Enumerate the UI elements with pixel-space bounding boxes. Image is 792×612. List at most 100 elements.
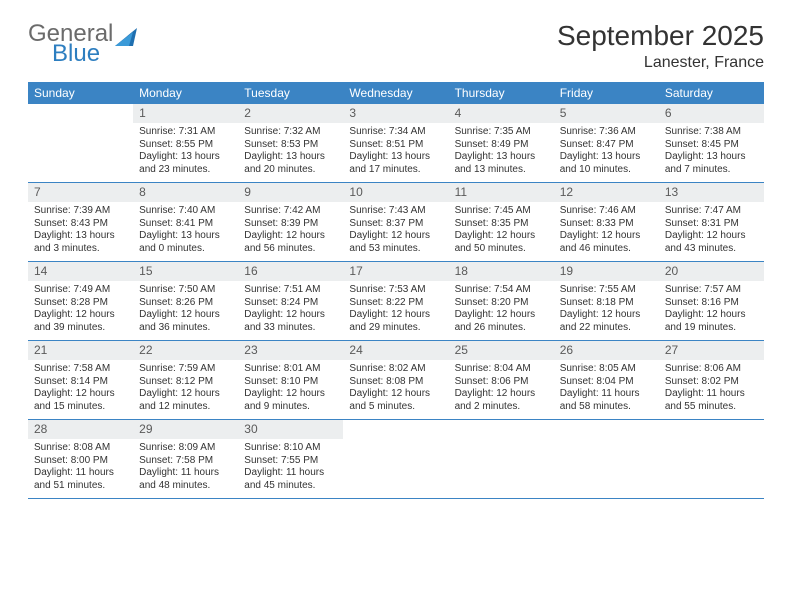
sunrise-text: Sunrise: 7:45 AM (455, 205, 548, 218)
day-header: Thursday (449, 82, 554, 104)
sunset-text: Sunset: 8:10 PM (244, 376, 337, 389)
day-details: Sunrise: 7:51 AMSunset: 8:24 PMDaylight:… (238, 281, 343, 340)
week-row: 1Sunrise: 7:31 AMSunset: 8:55 PMDaylight… (28, 104, 764, 183)
day-cell: 3Sunrise: 7:34 AMSunset: 8:51 PMDaylight… (343, 104, 448, 182)
sunset-text: Sunset: 8:14 PM (34, 376, 127, 389)
week-row: 7 Sunrise: 7:39 AMSunset: 8:43 PM Daylight… (28, 183, 764, 262)
page-subtitle: Lanester, France (557, 54, 764, 72)
sunset-text: Sunset: 8:24 PM (244, 297, 337, 310)
day-number: 5 (554, 104, 659, 123)
day-details: Sunrise: 7:43 AMSunset: 8:37 PMDaylight:… (343, 202, 448, 261)
day-details: Sunrise: 8:04 AMSunset: 8:06 PMDaylight:… (449, 360, 554, 419)
sunrise-text: Sunrise: 7:36 AM (560, 126, 653, 139)
day-details: Sunrise: 7:40 AMSunset: 8:41 PMDaylight:… (133, 202, 238, 261)
logo-triangle-icon (115, 25, 137, 43)
sunrise-text: Sunrise: 7:54 AM (455, 284, 548, 297)
day-details: Sunrise: 8:09 AMSunset: 7:58 PMDaylight:… (133, 439, 238, 498)
day-number: 27 (659, 341, 764, 360)
sunrise-text: Sunrise: 8:06 AM (665, 363, 758, 376)
sunset-text: Sunset: 8:37 PM (349, 218, 442, 231)
daylight-text: Daylight: 12 hours and 2 minutes. (455, 388, 548, 413)
day-details: Sunrise: 7:57 AMSunset: 8:16 PMDaylight:… (659, 281, 764, 340)
sunrise-text: Sunrise: 7:31 AM (139, 126, 232, 139)
sunset-text: Sunset: 8:45 PM (665, 139, 758, 152)
sunrise-text: Sunrise: 7:59 AM (139, 363, 232, 376)
sunset-text: Sunset: 8:33 PM (560, 218, 653, 231)
sunset-text: Sunset: 7:55 PM (244, 455, 337, 468)
daylight-text: Daylight: 13 hours and 23 minutes. (139, 151, 232, 176)
logo-text-blue: Blue (52, 40, 100, 67)
day-details: Sunrise: 8:08 AMSunset: 8:00 PMDaylight:… (28, 439, 133, 498)
daylight-text: Daylight: 12 hours and 9 minutes. (244, 388, 337, 413)
sunrise-text: Sunrise: 8:04 AM (455, 363, 548, 376)
daylight-text: Daylight: 12 hours and 5 minutes. (349, 388, 442, 413)
day-cell: 30Sunrise: 8:10 AMSunset: 7:55 PMDayligh… (238, 420, 343, 498)
sunset-text: Sunset: 8:18 PM (560, 297, 653, 310)
day-number: 10 (343, 183, 448, 202)
day-header: Wednesday (343, 82, 448, 104)
day-number: 20 (659, 262, 764, 281)
sunrise-text: Sunrise: 7:50 AM (139, 284, 232, 297)
day-number: 28 (28, 420, 133, 439)
sunrise-text: Sunrise: 7:47 AM (665, 205, 758, 218)
sunset-text: Sunset: 8:41 PM (139, 218, 232, 231)
sunset-text: Sunset: 8:00 PM (34, 455, 127, 468)
sunrise-text: Sunrise: 8:05 AM (560, 363, 653, 376)
sunset-text: Sunset: 8:22 PM (349, 297, 442, 310)
daylight-text: Daylight: 13 hours and 0 minutes. (139, 230, 232, 255)
day-details: Sunrise: 8:06 AMSunset: 8:02 PMDaylight:… (659, 360, 764, 419)
daylight-text: Daylight: 12 hours and 46 minutes. (560, 230, 653, 255)
sunset-text: Sunset: 8:20 PM (455, 297, 548, 310)
sunset-text: Sunset: 8:28 PM (34, 297, 127, 310)
day-cell: 22Sunrise: 7:59 AMSunset: 8:12 PMDayligh… (133, 341, 238, 419)
day-cell: 5Sunrise: 7:36 AMSunset: 8:47 PMDaylight… (554, 104, 659, 182)
day-cell: 14Sunrise: 7:49 AMSunset: 8:28 PMDayligh… (28, 262, 133, 340)
day-details: Sunrise: 7:49 AMSunset: 8:28 PMDaylight:… (28, 281, 133, 340)
sunset-text: Sunset: 8:47 PM (560, 139, 653, 152)
day-cell: 21Sunrise: 7:58 AMSunset: 8:14 PMDayligh… (28, 341, 133, 419)
daylight-text: Daylight: 12 hours and 33 minutes. (244, 309, 337, 334)
day-cell: 25Sunrise: 8:04 AMSunset: 8:06 PMDayligh… (449, 341, 554, 419)
day-number: 21 (28, 341, 133, 360)
day-details: Sunrise: 8:05 AMSunset: 8:04 PMDaylight:… (554, 360, 659, 419)
day-number: 4 (449, 104, 554, 123)
daylight-text: Daylight: 11 hours and 45 minutes. (244, 467, 337, 492)
daylight-text: Daylight: 12 hours and 22 minutes. (560, 309, 653, 334)
page-title: September 2025 (557, 20, 764, 52)
day-cell: 23Sunrise: 8:01 AMSunset: 8:10 PMDayligh… (238, 341, 343, 419)
sunrise-text: Sunrise: 7:39 AM (34, 205, 127, 218)
sunset-text: Sunset: 8:02 PM (665, 376, 758, 389)
sunrise-text: Sunrise: 7:40 AM (139, 205, 232, 218)
day-details: Sunrise: 7:35 AMSunset: 8:49 PMDaylight:… (449, 123, 554, 182)
day-number: 3 (343, 104, 448, 123)
week-row: 14Sunrise: 7:49 AMSunset: 8:28 PMDayligh… (28, 262, 764, 341)
sunset-text: Sunset: 8:35 PM (455, 218, 548, 231)
empty-cell (659, 420, 764, 498)
sunset-text: Sunset: 8:06 PM (455, 376, 548, 389)
day-header: Monday (133, 82, 238, 104)
day-number: 23 (238, 341, 343, 360)
day-header: Sunday (28, 82, 133, 104)
day-details: Sunrise: 7:50 AMSunset: 8:26 PMDaylight:… (133, 281, 238, 340)
sunrise-text: Sunrise: 7:42 AM (244, 205, 337, 218)
day-header: Saturday (659, 82, 764, 104)
daylight-text: Daylight: 12 hours and 29 minutes. (349, 309, 442, 334)
day-cell: 2Sunrise: 7:32 AMSunset: 8:53 PMDaylight… (238, 104, 343, 182)
day-details: Sunrise: 7:42 AMSunset: 8:39 PMDaylight:… (238, 202, 343, 261)
day-number: 7 (28, 183, 133, 202)
daylight-text: Daylight: 11 hours and 55 minutes. (665, 388, 758, 413)
sunset-text: Sunset: 8:12 PM (139, 376, 232, 389)
day-number: 17 (343, 262, 448, 281)
sunset-text: Sunset: 8:43 PM (34, 218, 127, 231)
day-details: Sunrise: 8:01 AMSunset: 8:10 PMDaylight:… (238, 360, 343, 419)
week-row: 28Sunrise: 8:08 AMSunset: 8:00 PMDayligh… (28, 420, 764, 499)
sunrise-text: Sunrise: 8:08 AM (34, 442, 127, 455)
sunrise-text: Sunrise: 7:34 AM (349, 126, 442, 139)
sunset-text: Sunset: 8:16 PM (665, 297, 758, 310)
day-details: Sunrise: 7:46 AMSunset: 8:33 PMDaylight:… (554, 202, 659, 261)
daylight-text: Daylight: 13 hours and 7 minutes. (665, 151, 758, 176)
day-header-row: Sunday Monday Tuesday Wednesday Thursday… (28, 82, 764, 104)
day-cell: 1Sunrise: 7:31 AMSunset: 8:55 PMDaylight… (133, 104, 238, 182)
daylight-text: Daylight: 12 hours and 26 minutes. (455, 309, 548, 334)
day-number: 26 (554, 341, 659, 360)
